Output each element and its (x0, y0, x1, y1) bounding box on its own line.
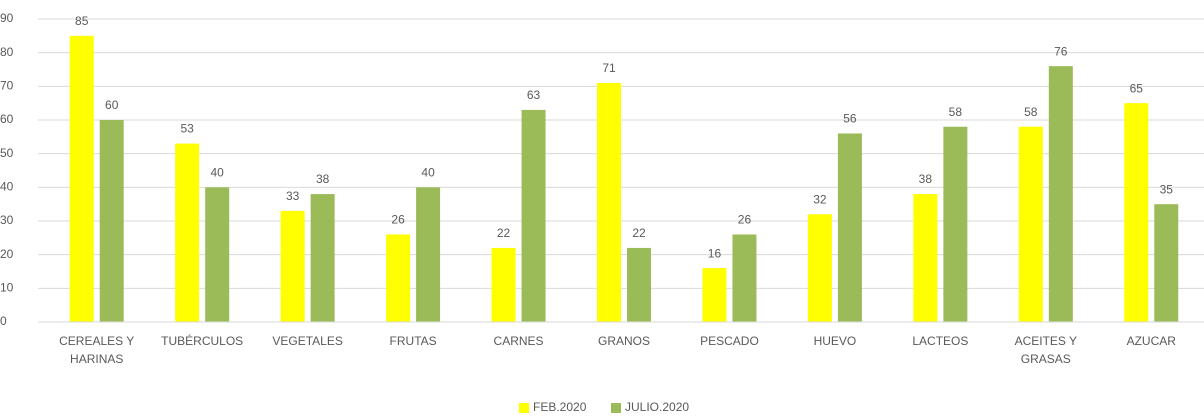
x-tick-label: TUBÉRCULOS (161, 333, 243, 348)
bar (521, 109, 546, 323)
data-label: 85 (75, 14, 89, 28)
data-label: 58 (1024, 105, 1038, 119)
data-label: 76 (1054, 44, 1068, 58)
x-tick-label: FRUTAS (390, 334, 437, 348)
bar (837, 133, 862, 322)
bar (627, 247, 651, 322)
y-tick-label: 20 (0, 247, 14, 261)
y-tick-label: 0 (0, 314, 7, 328)
bar (1018, 126, 1043, 322)
data-label: 22 (632, 226, 646, 240)
bar (1048, 66, 1073, 322)
x-tick-label: CEREALES Y HARINAS (59, 334, 134, 366)
data-label: 26 (391, 213, 405, 227)
x-tick-label: CARNES (494, 334, 544, 348)
bar (913, 194, 938, 322)
data-label: 32 (813, 192, 827, 206)
bar (205, 187, 230, 322)
data-label: 38 (919, 172, 933, 186)
legend-swatch (519, 403, 529, 413)
bar (99, 120, 124, 322)
data-label: 71 (602, 61, 616, 75)
bar (280, 210, 305, 322)
bar (175, 143, 200, 322)
data-label: 56 (843, 112, 857, 126)
bar (943, 126, 968, 322)
x-tick-label: VEGETALES (272, 334, 342, 348)
data-label: 38 (316, 172, 330, 186)
bar (597, 82, 621, 322)
bar (69, 35, 94, 322)
data-label: 65 (1130, 81, 1144, 95)
y-tick-label: 60 (0, 112, 14, 126)
data-label: 58 (949, 105, 963, 119)
data-label: 16 (708, 246, 722, 260)
y-tick-label: 40 (0, 180, 14, 194)
y-tick-label: 10 (0, 281, 14, 295)
data-label: 60 (105, 98, 119, 112)
bar (1124, 103, 1149, 323)
bar (310, 194, 335, 322)
data-label: 22 (497, 226, 511, 240)
y-tick-label: 30 (0, 213, 14, 227)
bar (386, 234, 411, 322)
legend-label: JULIO.2020 (625, 400, 689, 414)
bar (807, 214, 832, 322)
data-label: 63 (527, 88, 541, 102)
legend-label: FEB.2020 (533, 400, 587, 414)
x-tick-label: LACTEOS (912, 334, 968, 348)
legend-swatch (611, 403, 621, 413)
x-tick-label: ACEITES Y GRASAS (1015, 334, 1077, 366)
data-label: 26 (738, 213, 752, 227)
data-label: 40 (211, 166, 225, 180)
x-tick-label: GRANOS (598, 334, 650, 348)
x-tick-label: AZUCAR (1127, 334, 1177, 348)
x-tick-label: HUEVO (814, 334, 857, 348)
data-label: 40 (421, 166, 435, 180)
data-label: 33 (286, 189, 300, 203)
bar (416, 187, 441, 322)
bar (1154, 204, 1179, 322)
data-label: 35 (1160, 182, 1174, 196)
bar (732, 234, 757, 322)
bar (702, 268, 727, 322)
x-tick-label: PESCADO (700, 334, 759, 348)
y-tick-label: 80 (0, 45, 14, 59)
y-tick-label: 90 (0, 11, 14, 25)
y-tick-label: 70 (0, 79, 14, 93)
data-label: 53 (181, 122, 195, 136)
bar (491, 247, 516, 322)
y-tick-label: 50 (0, 146, 14, 160)
